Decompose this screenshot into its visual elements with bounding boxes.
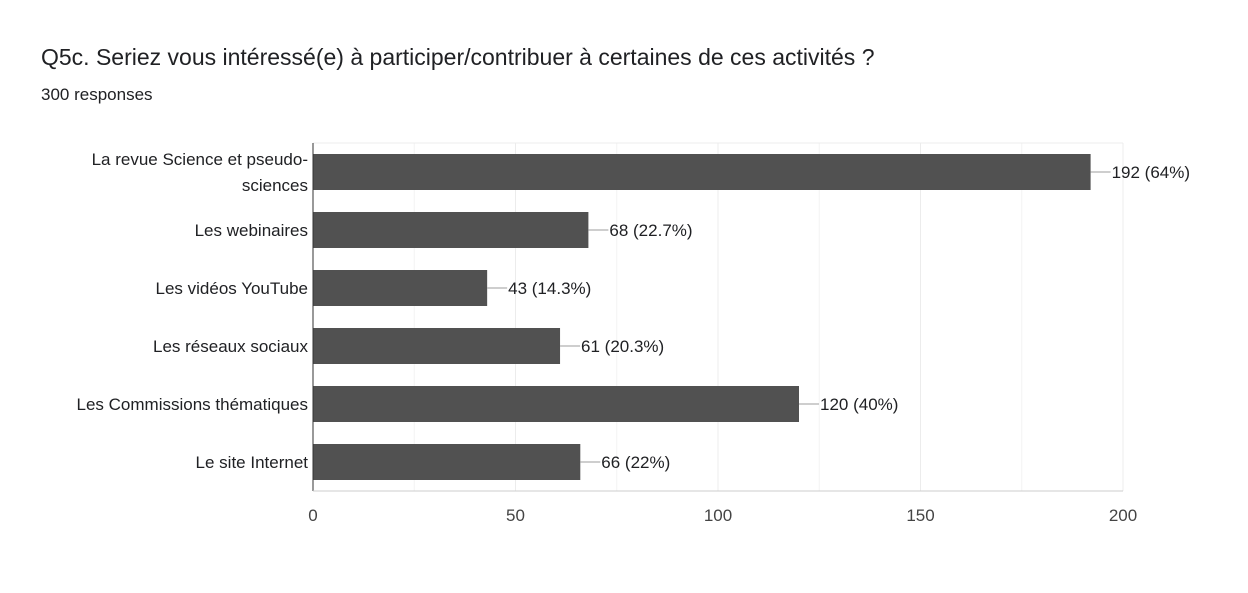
category-label: La revue Science et pseudo-: [92, 150, 308, 169]
data-label: 66 (22%): [601, 453, 670, 472]
data-label: 192 (64%): [1112, 163, 1190, 182]
data-label: 43 (14.3%): [508, 279, 591, 298]
bar: [313, 154, 1091, 190]
data-label: 61 (20.3%): [581, 337, 664, 356]
bar: [313, 270, 488, 306]
category-label: Les Commissions thématiques: [77, 395, 308, 414]
category-label: Le site Internet: [196, 453, 309, 472]
chart-title: Q5c. Seriez vous intéressé(e) à particip…: [41, 44, 875, 70]
category-label: Les webinaires: [195, 221, 308, 240]
bar: [313, 328, 561, 364]
category-label: sciences: [242, 176, 308, 195]
tick-label: 150: [906, 506, 934, 525]
response-count: 300 responses: [41, 85, 153, 104]
tick-label: 200: [1109, 506, 1137, 525]
category-label: Les vidéos YouTube: [156, 279, 309, 298]
bar: [313, 386, 799, 422]
tick-label: 100: [704, 506, 732, 525]
category-label: Les réseaux sociaux: [153, 337, 308, 356]
data-label: 120 (40%): [820, 395, 898, 414]
data-label: 68 (22.7%): [609, 221, 692, 240]
bar: [313, 212, 589, 248]
bar: [313, 444, 581, 480]
tick-label: 0: [308, 506, 317, 525]
tick-label: 50: [506, 506, 525, 525]
